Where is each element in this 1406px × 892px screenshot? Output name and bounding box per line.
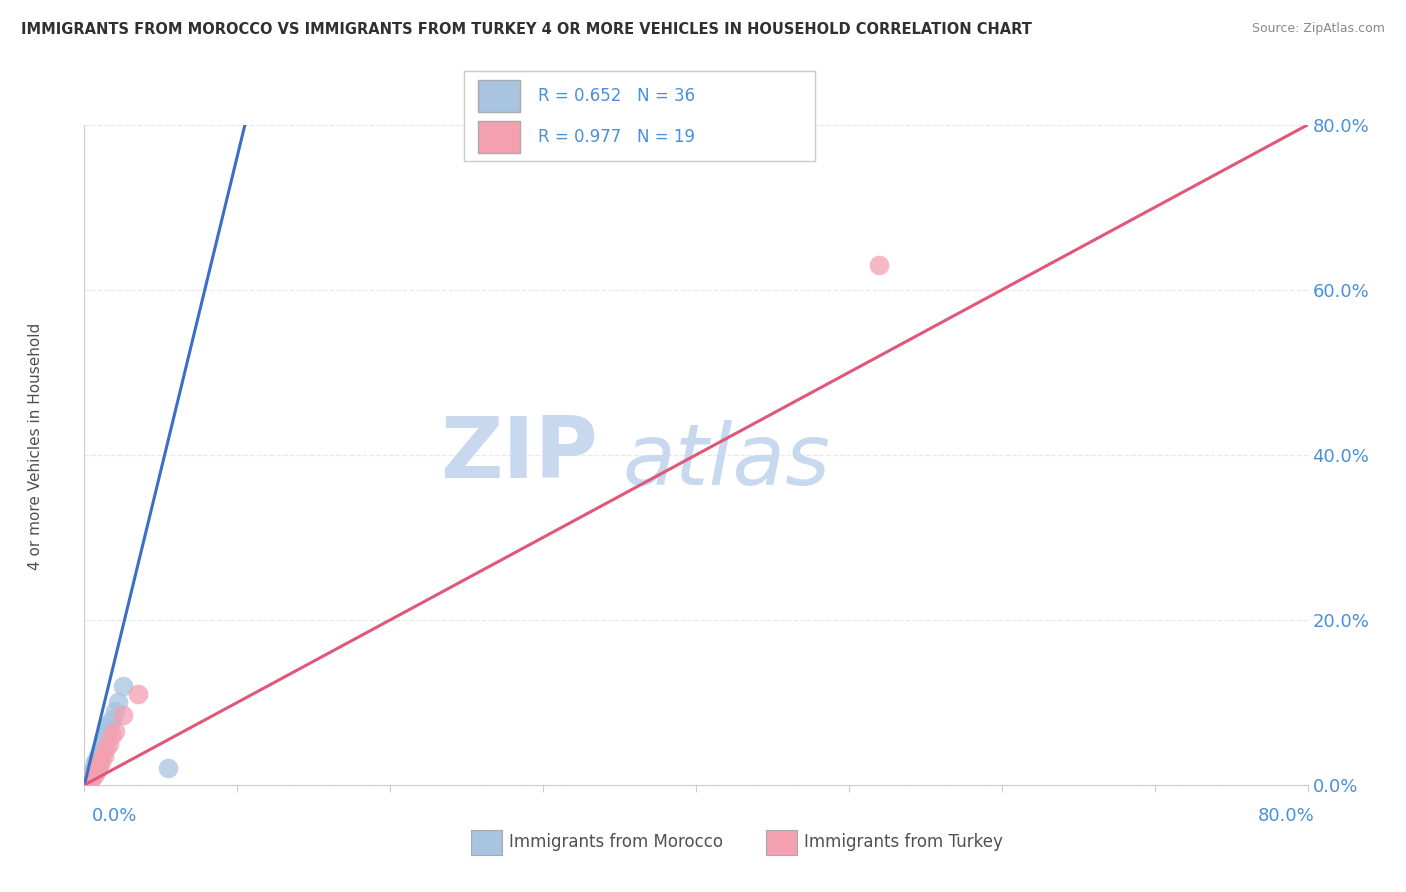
Point	[77, 772, 100, 786]
Point	[77, 773, 100, 788]
Point	[80, 765, 103, 780]
Point	[83, 761, 105, 775]
Point	[77, 773, 100, 788]
Point	[76, 775, 98, 789]
Point	[94, 724, 117, 739]
Point	[80, 768, 103, 782]
Point	[91, 737, 114, 751]
Point	[87, 751, 110, 765]
Point	[84, 757, 107, 772]
Point	[84, 765, 107, 780]
Point	[101, 712, 124, 726]
Point	[89, 747, 111, 761]
Point	[157, 761, 180, 775]
Point	[89, 757, 111, 772]
Text: Source: ZipAtlas.com: Source: ZipAtlas.com	[1251, 22, 1385, 36]
Text: ZIP: ZIP	[440, 413, 598, 497]
Point	[98, 716, 121, 731]
Text: Immigrants from Turkey: Immigrants from Turkey	[804, 833, 1002, 851]
Text: R = 0.652   N = 36: R = 0.652 N = 36	[538, 87, 695, 105]
Point	[90, 740, 112, 755]
Point	[94, 728, 117, 742]
FancyBboxPatch shape	[478, 121, 520, 153]
Text: 0.0%: 0.0%	[91, 807, 136, 825]
Text: R = 0.977   N = 19: R = 0.977 N = 19	[538, 128, 695, 146]
Text: 4 or more Vehicles in Household: 4 or more Vehicles in Household	[28, 322, 42, 570]
Point	[94, 740, 117, 755]
Text: atlas: atlas	[623, 420, 831, 503]
Point	[83, 766, 105, 780]
Point	[96, 724, 118, 739]
Text: IMMIGRANTS FROM MOROCCO VS IMMIGRANTS FROM TURKEY 4 OR MORE VEHICLES IN HOUSEHOL: IMMIGRANTS FROM MOROCCO VS IMMIGRANTS FR…	[21, 22, 1032, 37]
Text: Immigrants from Morocco: Immigrants from Morocco	[509, 833, 723, 851]
Point	[86, 760, 108, 774]
Text: 80.0%: 80.0%	[1258, 807, 1315, 825]
Point	[93, 732, 115, 747]
Point	[104, 724, 127, 739]
Point	[101, 728, 124, 742]
Point	[89, 745, 111, 759]
Point	[104, 704, 127, 718]
Point	[86, 761, 108, 775]
Point	[79, 765, 101, 780]
Point	[80, 770, 103, 784]
Point	[84, 755, 107, 769]
Point	[97, 737, 120, 751]
Point	[79, 770, 101, 784]
Point	[87, 749, 110, 764]
Point	[93, 749, 115, 764]
Point	[80, 770, 103, 784]
Point	[90, 753, 112, 767]
Point	[91, 739, 114, 753]
Point	[111, 707, 134, 722]
Point	[86, 753, 108, 767]
Point	[86, 763, 108, 777]
Point	[111, 679, 134, 693]
Point	[127, 687, 149, 701]
Point	[76, 774, 98, 789]
Point	[107, 696, 129, 710]
Point	[869, 258, 891, 272]
FancyBboxPatch shape	[478, 80, 520, 112]
Point	[80, 770, 103, 784]
Point	[79, 772, 101, 786]
Point	[77, 772, 100, 787]
Point	[87, 760, 110, 774]
Point	[96, 720, 118, 734]
Point	[83, 763, 105, 777]
Point	[89, 749, 111, 764]
Point	[83, 768, 105, 782]
